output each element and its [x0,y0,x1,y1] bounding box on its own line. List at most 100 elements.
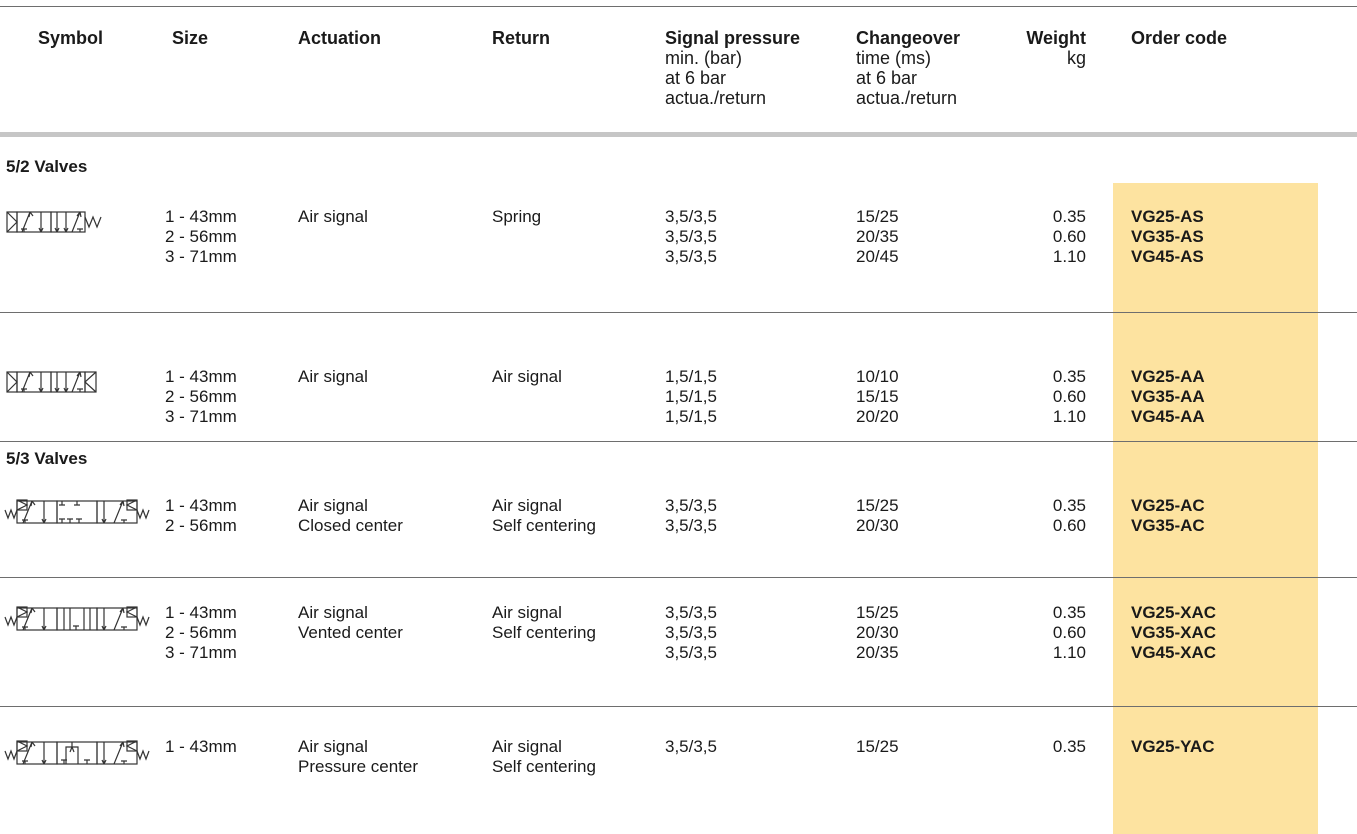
actuation-value: Air signal [298,496,368,515]
changeover-value: 20/20 [856,407,899,426]
actuation-value: Closed center [298,516,403,535]
return-value: Air signal [492,496,562,515]
signal-pressure-value: 3,5/3,5 [665,643,717,662]
weight-cell: 0.35 0.60 1.10 [1000,207,1086,267]
signal-pressure-value: 3,5/3,5 [665,516,717,535]
size-value: 1 - 43mm [165,603,237,622]
header-changeover-sub: time (ms) [856,48,931,68]
top-rule [0,6,1357,7]
size-cell: 1 - 43mm 2 - 56mm 3 - 71mm [165,603,237,663]
size-value: 3 - 71mm [165,247,237,266]
header-weight: Weight kg [1000,28,1086,68]
size-value: 1 - 43mm [165,207,237,226]
header-weight-title: Weight [1026,28,1086,48]
changeover-cell: 10/10 15/15 20/20 [856,367,899,427]
actuation-cell: Air signal [298,207,368,227]
order-code: VG25-AC [1131,496,1205,515]
weight-value: 0.35 [1052,207,1086,226]
weight-value: 0.35 [1052,603,1086,622]
return-value: Spring [492,207,542,226]
order-code-cell: VG25-AC VG35-AC [1131,496,1205,536]
signal-pressure-cell: 3,5/3,5 3,5/3,5 [665,496,717,536]
weight-value: 1.10 [1052,407,1086,426]
valve-symbol-icon [4,498,152,526]
row-divider [0,706,1357,707]
order-code-cell: VG25-XAC VG35-XAC VG45-XAC [1131,603,1216,663]
header-signal-pressure-sub: min. (bar) [665,48,743,68]
return-cell: Air signal Self centering [492,603,596,643]
signal-pressure-value: 3,5/3,5 [665,623,717,642]
order-code: VG45-AS [1131,247,1204,266]
valve-symbol-icon [4,739,152,767]
size-value: 3 - 71mm [165,643,237,662]
header-rule [0,132,1357,137]
actuation-value: Air signal [298,367,368,386]
order-code: VG25-AA [1131,367,1205,386]
weight-value: 0.60 [1052,227,1086,246]
weight-value: 1.10 [1052,247,1086,266]
changeover-cell: 15/25 20/35 20/45 [856,207,899,267]
weight-cell: 0.35 0.60 1.10 [1000,367,1086,427]
signal-pressure-value: 3,5/3,5 [665,603,717,622]
valve-symbol-icon [6,369,110,395]
signal-pressure-value: 3,5/3,5 [665,496,717,515]
weight-value: 0.35 [1052,737,1086,756]
header-changeover-title: Changeover [856,28,961,48]
order-code-cell: VG25-AS VG35-AS VG45-AS [1131,207,1204,267]
signal-pressure-value: 3,5/3,5 [665,227,717,246]
signal-pressure-value: 3,5/3,5 [665,207,717,226]
return-cell: Spring [492,207,541,227]
size-value: 2 - 56mm [165,387,237,406]
order-code: VG25-AS [1131,207,1204,226]
changeover-value: 15/25 [856,603,899,622]
order-code: VG25-XAC [1131,603,1217,622]
weight-cell: 0.35 [1000,737,1086,757]
signal-pressure-value: 3,5/3,5 [665,737,717,756]
header-size: Size [172,28,209,48]
return-value: Self centering [492,516,596,535]
changeover-value: 15/25 [856,207,899,226]
order-code: VG25-YAC [1131,737,1215,756]
row-divider [0,577,1357,578]
return-value: Air signal [492,603,562,622]
size-cell: 1 - 43mm 2 - 56mm [165,496,237,536]
actuation-cell: Air signal Vented center [298,603,403,643]
actuation-value: Air signal [298,737,368,756]
return-cell: Air signal [492,367,562,387]
actuation-cell: Air signal Closed center [298,496,403,536]
order-code: VG35-AA [1131,387,1205,406]
header-changeover-sub: at 6 bar [856,68,918,88]
return-value: Air signal [492,367,562,386]
return-value: Air signal [492,737,562,756]
actuation-value: Air signal [298,207,368,226]
signal-pressure-cell: 1,5/1,5 1,5/1,5 1,5/1,5 [665,367,717,427]
order-code-cell: VG25-AA VG35-AA VG45-AA [1131,367,1205,427]
size-cell: 1 - 43mm [165,737,237,757]
row-divider [0,312,1357,313]
signal-pressure-value: 1,5/1,5 [665,367,717,386]
signal-pressure-cell: 3,5/3,5 [665,737,717,757]
size-value: 1 - 43mm [165,367,237,386]
order-code: VG35-AS [1131,227,1204,246]
header-order-code: Order code [1131,28,1228,48]
header-changeover: Changeover time (ms) at 6 bar actua./ret… [856,28,960,108]
size-value: 1 - 43mm [165,737,237,756]
header-signal-pressure-title: Signal pressure [665,28,801,48]
changeover-cell: 15/25 20/30 [856,496,899,536]
order-code-cell: VG25-YAC [1131,737,1214,757]
weight-value: 0.60 [1052,623,1086,642]
section-title-5-3: 5/3 Valves [6,449,88,468]
changeover-value: 20/30 [856,516,899,535]
signal-pressure-value: 1,5/1,5 [665,407,717,426]
changeover-value: 15/25 [856,496,899,515]
header-signal-pressure-sub: at 6 bar [665,68,727,88]
actuation-value: Pressure center [298,757,418,776]
signal-pressure-cell: 3,5/3,5 3,5/3,5 3,5/3,5 [665,603,717,663]
signal-pressure-cell: 3,5/3,5 3,5/3,5 3,5/3,5 [665,207,717,267]
actuation-cell: Air signal [298,367,368,387]
signal-pressure-value: 1,5/1,5 [665,387,717,406]
size-value: 2 - 56mm [165,516,237,535]
actuation-value: Vented center [298,623,403,642]
return-cell: Air signal Self centering [492,737,596,777]
